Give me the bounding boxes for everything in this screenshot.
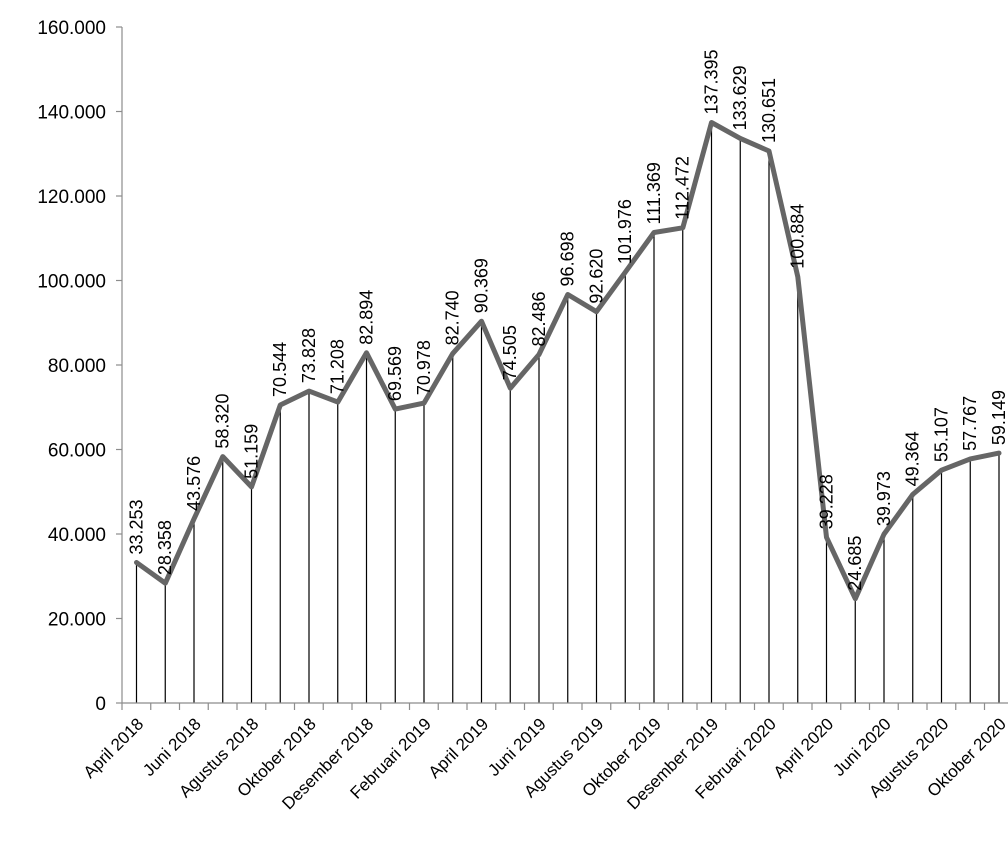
drop-lines: [135, 122, 1000, 703]
data-label: 24.685: [845, 536, 865, 591]
data-label: 101.976: [615, 199, 635, 264]
y-tick-label: 20.000: [48, 610, 106, 631]
data-label: 90.369: [472, 258, 492, 313]
data-label: 70.978: [414, 340, 434, 395]
data-labels: 33.253 28.358 43.576 58.320 51.159 70.544 73.8…: [127, 49, 1008, 590]
data-label: 59.149: [989, 390, 1008, 445]
y-tick-label: 160.000: [37, 18, 106, 39]
data-label: 28.358: [155, 520, 175, 575]
data-label: 55.107: [932, 407, 952, 462]
data-label: 49.364: [903, 431, 923, 486]
data-label: 82.740: [443, 290, 463, 345]
y-tick-label: 100.000: [37, 272, 106, 293]
data-label: 57.767: [960, 396, 980, 451]
data-label: 137.395: [702, 49, 722, 114]
data-label: 92.620: [587, 249, 607, 304]
data-label: 130.651: [759, 78, 779, 143]
data-label: 71.208: [328, 339, 348, 394]
data-label: 39.973: [874, 471, 894, 526]
data-label: 73.828: [299, 328, 319, 383]
y-tick-label: 120.000: [37, 187, 106, 208]
data-label: 58.320: [213, 394, 233, 449]
x-tick-label: April 2019: [425, 714, 493, 782]
y-tick-label: 80.000: [48, 356, 106, 377]
data-label: 70.544: [270, 342, 290, 397]
data-label: 100.884: [788, 204, 808, 269]
y-tick-label: 60.000: [48, 441, 106, 462]
x-axis-ticks: [121, 703, 986, 710]
y-tick-label: 140.000: [37, 103, 106, 124]
y-tick-label: 40.000: [48, 525, 106, 546]
y-tick-label: 0: [95, 694, 106, 715]
data-label: 82.894: [357, 290, 377, 345]
series-line: [134, 120, 1002, 602]
data-label: 33.253: [127, 499, 147, 554]
data-label: 74.505: [500, 325, 520, 380]
data-label: 51.159: [242, 424, 262, 479]
data-label: 82.486: [529, 291, 549, 346]
data-label: 96.698: [558, 231, 578, 286]
y-axis-ticks: 0 20.000 40.000 60.000 80.000 100.000 120.000 1…: [37, 18, 122, 715]
data-label: 43.576: [184, 456, 204, 511]
x-tick-label: April 2018: [80, 714, 148, 782]
data-label: 112.472: [673, 156, 693, 220]
data-label: 133.629: [730, 65, 750, 130]
data-label: 39.228: [817, 474, 837, 529]
data-label: 111.369: [644, 162, 664, 224]
x-tick-label: April 2020: [770, 714, 838, 782]
data-label: 69.569: [385, 346, 405, 401]
